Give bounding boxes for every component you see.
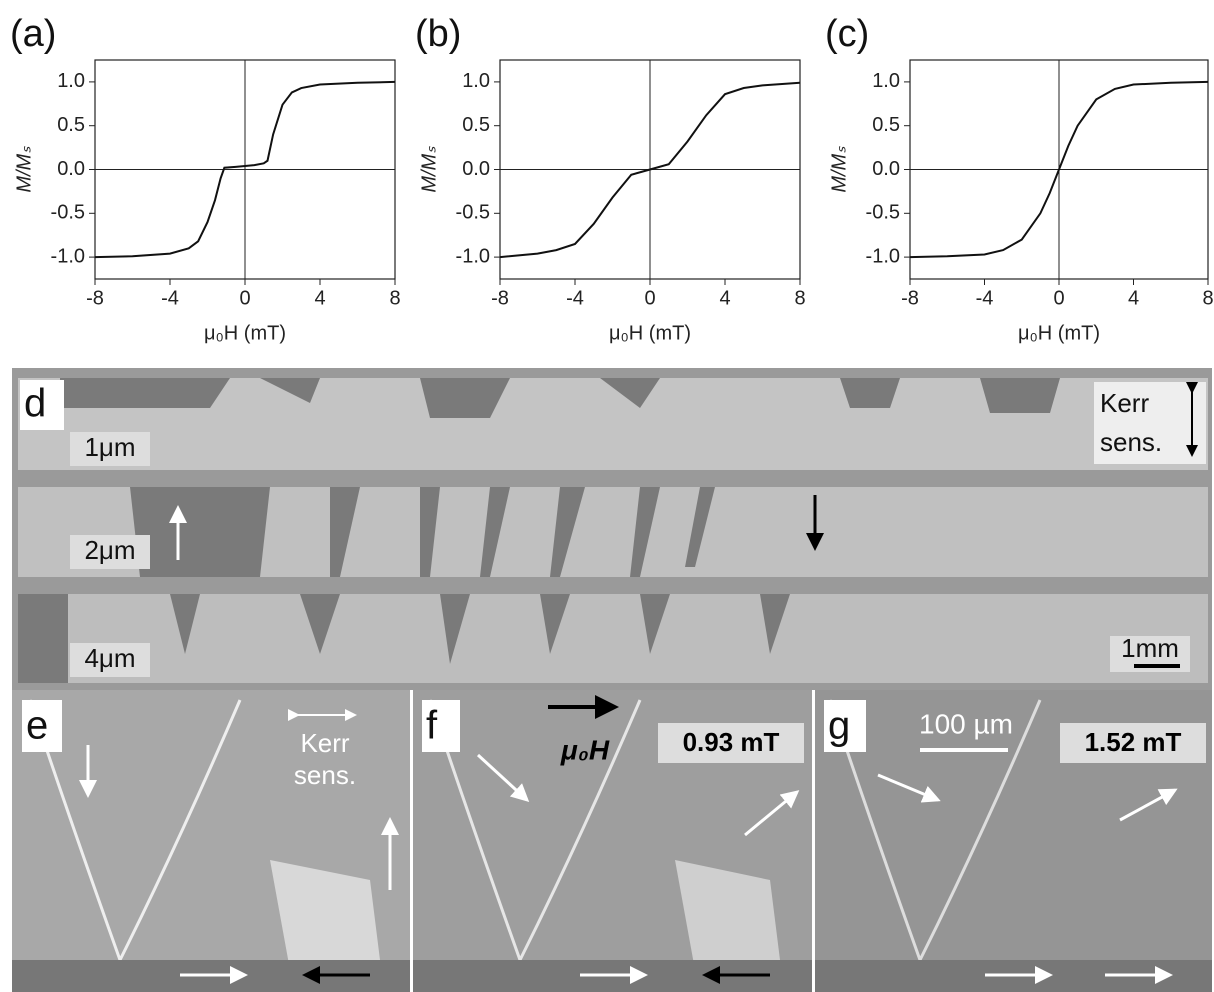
y-tick-label: 1.0 [462,70,490,92]
panel-d: d 1μm 2μm 4μm Kerr sens. 1mm [12,368,1212,690]
panel-label: (b) [415,13,461,55]
x-tick-label: 0 [644,287,655,309]
y-tick-label: 0.5 [462,114,490,136]
y-tick-label: -1.0 [866,245,900,267]
y-tick-label: -1.0 [456,245,490,267]
y-tick-label: -0.5 [51,202,85,224]
x-tick-label: -4 [976,287,994,309]
x-tick-label: -4 [566,287,584,309]
x-axis-label: μ₀H (mT) [1018,322,1100,344]
x-tick-label: -4 [161,287,179,309]
y-tick-label: 0.0 [872,158,900,180]
x-tick-label: 8 [794,287,805,309]
kerr-label: Kerr [1100,388,1149,418]
x-tick-label: 8 [389,287,400,309]
x-tick-label: 8 [1202,287,1213,309]
x-axis-label: μ₀H (mT) [609,322,691,344]
kerr-label: sens. [294,760,356,790]
y-tick-label: -1.0 [51,245,85,267]
y-tick-label: 0.5 [872,114,900,136]
panel-label: (c) [825,13,869,55]
panel-label: g [828,704,850,748]
y-tick-label: -0.5 [456,202,490,224]
panel-label: e [26,704,48,748]
panel-f: f μ₀H 0.93 mT [413,690,812,992]
panel-label: (a) [10,13,56,55]
panel-label: d [24,382,46,426]
field-value: 1.52 mT [1085,727,1182,757]
y-tick-label: 1.0 [872,70,900,92]
panel-e: e Kerr sens. [12,690,410,992]
x-tick-label: 4 [719,287,730,309]
figure: -8-4048-1.0-0.50.00.51.0(a)μ₀H (mT)M/Mₛ-… [0,0,1214,992]
panel-g: g 100 µm 1.52 mT [815,690,1212,992]
kerr-label: sens. [1100,427,1162,457]
x-tick-label: 4 [1128,287,1139,309]
y-tick-label: 1.0 [57,70,85,92]
y-tick-label: -0.5 [866,202,900,224]
y-tick-label: 0.5 [57,114,85,136]
x-tick-label: -8 [901,287,919,309]
x-tick-label: 0 [1053,287,1064,309]
y-tick-label: 0.0 [57,158,85,180]
x-axis-label: μ₀H (mT) [204,322,286,344]
thickness-label: 4μm [84,643,135,673]
scale-label: 1mm [1121,633,1179,663]
panel-label: f [426,704,438,748]
x-tick-label: 4 [314,287,325,309]
y-tick-label: 0.0 [462,158,490,180]
scale-label: 100 µm [919,708,1013,739]
thickness-label: 1μm [84,432,135,462]
field-value: 0.93 mT [683,727,780,757]
x-tick-label: 0 [239,287,250,309]
field-label: μ₀H [560,734,610,765]
y-axis-label: M/Mₛ [828,146,850,193]
kerr-label: Kerr [300,728,349,758]
thickness-label: 2μm [84,535,135,565]
x-tick-label: -8 [491,287,509,309]
y-axis-label: M/Mₛ [13,146,35,193]
y-axis-label: M/Mₛ [418,146,440,193]
x-tick-label: -8 [86,287,104,309]
